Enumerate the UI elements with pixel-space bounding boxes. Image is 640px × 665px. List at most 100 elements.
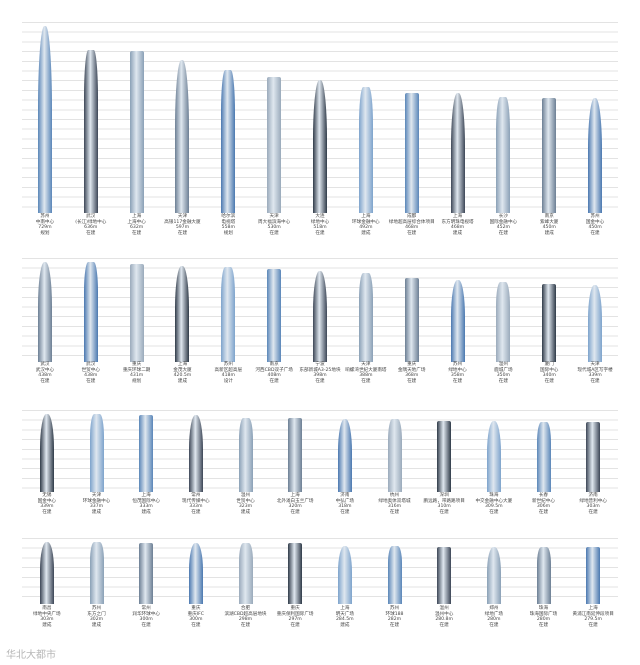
- building-silhouette: [267, 268, 282, 362]
- building-status: 在建: [452, 378, 463, 384]
- building-status: 规划: [40, 230, 50, 236]
- building-status: 在建: [588, 509, 598, 515]
- building-height: 468m: [405, 225, 419, 231]
- building-status: 在建: [590, 230, 600, 236]
- building-name: 温州中心: [434, 611, 454, 617]
- building-city: 上海: [452, 214, 463, 219]
- building-name: 中弘广场: [335, 498, 355, 504]
- building-status: 在建: [389, 509, 400, 515]
- building-city: 上海: [361, 214, 371, 219]
- building-status: 在建: [407, 230, 417, 236]
- building-silhouette: [542, 284, 557, 362]
- building-name: 绿地超高层综合体项目: [388, 219, 435, 225]
- building-status: 在建: [40, 378, 50, 384]
- watermark: 华北大都市: [6, 650, 56, 661]
- y-axis: [2, 22, 20, 213]
- building-name: 东方之门: [87, 611, 106, 617]
- building-label: 上海 恒茂国际中心 333m 建成: [121, 493, 171, 515]
- building-city: 大连: [315, 214, 325, 219]
- building-height: 339m: [40, 504, 54, 510]
- building-name: 电视塔: [221, 219, 236, 225]
- building-label: 天津 高银117金融大厦 597m 在建: [160, 214, 206, 236]
- building-silhouette: [588, 284, 603, 362]
- building-label: 宁波 东部新城A3-25地块 398m 在建: [297, 362, 343, 384]
- building-silhouette: [450, 280, 465, 362]
- building-city: 上海: [177, 362, 188, 367]
- building-city: 杭州: [389, 493, 400, 498]
- building-silhouette: [437, 546, 452, 604]
- y-axis: [2, 538, 20, 604]
- building-name: 北外滩白玉兰广场: [276, 498, 314, 504]
- building-name: 上海中心: [127, 219, 146, 225]
- building-silhouette: [313, 80, 327, 213]
- building-status: 在建: [489, 622, 499, 628]
- building-silhouette: [288, 418, 303, 492]
- building-name: 鹏远路，带路路项目: [423, 498, 465, 504]
- building-status: 在建: [590, 378, 600, 384]
- building-city: 长春: [538, 493, 549, 498]
- building-name: 中南中心: [35, 219, 55, 225]
- building-name: 绿地广场: [484, 611, 504, 617]
- building-city: 重庆: [290, 606, 300, 611]
- building-city: 济南: [588, 493, 598, 498]
- building-label: 南京 紫峰大厦 450m 建成: [526, 214, 572, 236]
- building-status: 在建: [86, 230, 96, 236]
- building-height: 468m: [450, 225, 465, 231]
- building-label: 南昌 绿地中央广场 303m 建成: [22, 606, 72, 628]
- building-city: 成都: [407, 214, 417, 219]
- building-city: 苏州: [91, 606, 102, 611]
- building-name: 响螺湾世纪大厦南塔: [345, 367, 387, 373]
- building-city: 温州: [240, 493, 251, 498]
- building-label: 重庆 重庆环球二期 431m 规划: [114, 362, 160, 384]
- building-city: 上海: [588, 606, 598, 611]
- building-name: 绿地普利中心: [579, 498, 607, 504]
- building-city: 天津: [177, 214, 188, 219]
- building-status: 在建: [538, 622, 549, 628]
- building-silhouette: [486, 546, 501, 604]
- building-height: 323m: [238, 504, 253, 510]
- building-name: 润华环球中心: [132, 611, 160, 617]
- building-city: 南京: [544, 214, 554, 219]
- building-name: 新世纪中心: [531, 498, 555, 504]
- building-city: 南京: [269, 362, 279, 367]
- building-height: 279.5m: [584, 617, 602, 623]
- building-height: 333m: [139, 504, 153, 510]
- building-city: 上海: [132, 214, 142, 219]
- y-axis: [2, 410, 20, 492]
- building-status: 建成: [177, 378, 188, 384]
- building-silhouette: [83, 49, 98, 213]
- building-city: 天津: [91, 493, 102, 498]
- building-height: 298m: [238, 617, 253, 623]
- building-label: 大连 绿地中心 518m 在建: [297, 214, 343, 236]
- building-name: 高新区超高层: [214, 367, 243, 373]
- building-silhouette: [437, 420, 452, 492]
- building-label: 武汉 世贸中心 438m 在建: [68, 362, 114, 384]
- building-label: 天津 周大福滨海中心 530m 在建: [251, 214, 297, 236]
- building-label: 长沙 国际金融中心 452m 在建: [480, 214, 526, 236]
- building-silhouette: [387, 419, 402, 492]
- building-height: 431m: [129, 373, 144, 379]
- building-height: 558m: [221, 225, 235, 231]
- building-name: 金隅天地广场: [397, 367, 426, 373]
- building-status: 在建: [177, 230, 188, 236]
- building-height: 306m: [536, 504, 551, 510]
- building-status: 在建: [240, 622, 251, 628]
- building-label: 上海 金茂大厦 420.5m 建成: [160, 362, 206, 384]
- building-city: 武汉: [40, 362, 50, 367]
- building-status: 在建: [538, 509, 549, 515]
- building-label: 杭州 绿地奥体双塔城 316m 在建: [370, 493, 420, 515]
- building-label: 深圳 鹏远路，带路路项目 310m 在建: [419, 493, 469, 515]
- building-label: 上海 北外滩白玉兰广场 320m 在建: [270, 493, 320, 515]
- building-height: 438m: [38, 373, 52, 379]
- building-city: 上海: [141, 493, 151, 498]
- building-name: 国际中心: [540, 367, 559, 373]
- building-height: 492m: [359, 225, 373, 231]
- building-height: 337m: [89, 504, 104, 510]
- building-height: 333m: [189, 504, 203, 510]
- building-city: 厦门: [544, 362, 554, 367]
- building-city: 哈尔滨: [221, 214, 236, 219]
- chart-panel-3: [22, 410, 618, 492]
- building-height: 309.5m: [485, 504, 503, 510]
- building-name: 武汉中心: [35, 367, 55, 373]
- building-city: 宁波: [315, 362, 325, 367]
